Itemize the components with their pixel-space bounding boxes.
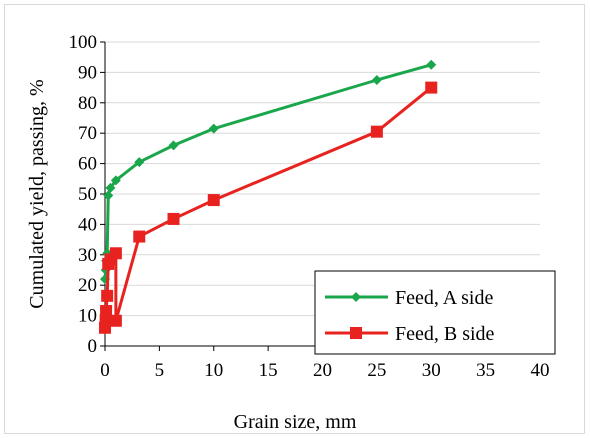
legend-label-0: Feed, A side [395, 287, 493, 309]
x-tick-label-40: 40 [531, 360, 550, 381]
y-tick-label-30: 30 [78, 245, 97, 266]
data-point-1-12 [425, 81, 438, 94]
y-tick-label-40: 40 [78, 214, 97, 235]
y-tick-label-80: 80 [78, 93, 97, 114]
data-point-1-10 [207, 194, 220, 207]
series-1 [99, 81, 438, 334]
data-point-1-2 [100, 305, 113, 318]
data-point-1-1 [99, 314, 112, 327]
y-tick-label-10: 10 [78, 306, 97, 327]
legend-label-1: Feed, B side [395, 323, 495, 345]
x-tick-label-35: 35 [476, 360, 495, 381]
y-tick-label-0: 0 [88, 336, 98, 357]
x-tick-label-15: 15 [259, 360, 278, 381]
data-point-1-11 [370, 125, 383, 138]
legend-marker-1 [350, 327, 362, 339]
legend: Feed, A side Feed, B side [314, 270, 556, 355]
data-point-0-4 [103, 190, 114, 201]
data-point-0-6 [110, 175, 121, 186]
x-axis-label: Grain size, mm [234, 411, 357, 433]
data-point-1-6 [109, 247, 122, 260]
legend-items: Feed, A side Feed, B side [325, 287, 495, 345]
x-tick-labels: 0 5 10 15 20 25 30 35 40 [100, 360, 549, 381]
x-tick-label-0: 0 [100, 360, 110, 381]
x-tick-label-30: 30 [422, 360, 441, 381]
x-tick-label-25: 25 [367, 360, 386, 381]
data-point-1-5 [104, 253, 117, 266]
y-tick-label-60: 60 [78, 154, 97, 175]
data-point-1-3 [101, 289, 114, 302]
y-tick-label-90: 90 [78, 62, 97, 83]
y-tick-label-70: 70 [78, 123, 97, 144]
x-tick-label-5: 5 [155, 360, 165, 381]
chart-frame [4, 4, 585, 434]
x-tick-label-20: 20 [313, 360, 332, 381]
legend-item-0: Feed, A side [325, 287, 493, 309]
y-axis-label: Cumulated yield, passing, % [26, 79, 48, 308]
data-point-0-11 [426, 59, 437, 70]
data-point-1-7 [109, 314, 122, 327]
series-line-0 [103, 63, 432, 280]
data-point-1-9 [167, 212, 180, 225]
legend-item-1: Feed, B side [325, 323, 495, 345]
data-point-0-5 [105, 182, 116, 193]
y-tick-label-100: 100 [69, 32, 98, 53]
data-point-0-10 [371, 75, 382, 85]
legend-box [314, 270, 556, 355]
y-tick-labels: 0 10 20 30 40 50 60 70 80 90 100 [69, 32, 98, 357]
data-point-0-7 [134, 157, 145, 168]
data-point-1-8 [133, 230, 146, 243]
series-0 [100, 59, 437, 285]
y-tick-label-20: 20 [78, 275, 97, 296]
data-point-0-8 [168, 140, 179, 151]
data-point-0-9 [208, 123, 219, 134]
y-tick-label-50: 50 [78, 184, 97, 205]
legend-marker-0 [351, 292, 361, 302]
series-layer [99, 59, 438, 334]
x-tick-label-10: 10 [204, 360, 223, 381]
